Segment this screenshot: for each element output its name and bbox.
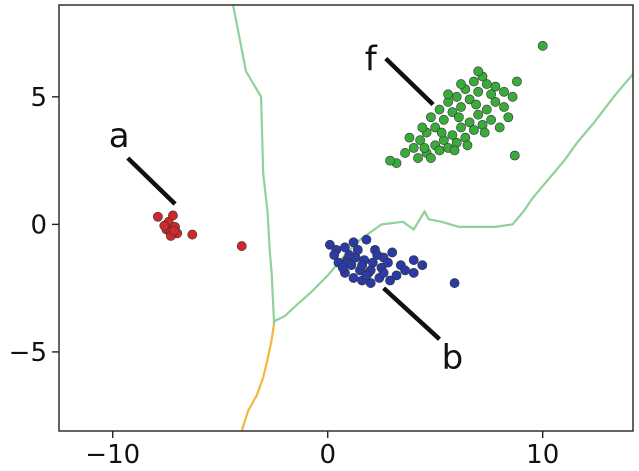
data-point-f xyxy=(426,112,436,123)
x-tick-label: −10 xyxy=(85,440,140,470)
data-point-b xyxy=(372,250,383,260)
data-point-b xyxy=(408,255,419,265)
data-point-f xyxy=(499,86,509,97)
plot-frame xyxy=(58,4,634,432)
data-point-f xyxy=(507,91,518,102)
data-point-f xyxy=(479,127,490,138)
annotation-label-f: f xyxy=(365,40,378,80)
data-point-f xyxy=(447,130,458,140)
data-point-f xyxy=(426,153,436,163)
y-tick-label: −5 xyxy=(9,338,47,368)
data-point-f xyxy=(456,79,466,89)
data-point-f xyxy=(512,76,522,87)
data-point-f xyxy=(473,86,484,97)
data-point-f xyxy=(436,127,447,138)
data-point-a xyxy=(187,229,198,240)
data-point-f xyxy=(419,142,430,153)
data-point-f xyxy=(456,102,466,112)
annotation-pointer-a xyxy=(126,156,177,206)
data-point-f xyxy=(494,122,505,133)
y-tick-label: 0 xyxy=(30,210,47,240)
data-point-f xyxy=(438,114,449,125)
data-point-f xyxy=(443,89,454,100)
data-point-b xyxy=(378,267,389,278)
data-point-f xyxy=(404,132,415,143)
data-point-b xyxy=(324,239,335,250)
annotation-pointer-b xyxy=(382,286,442,341)
data-point-f xyxy=(469,76,479,87)
data-point-b xyxy=(417,260,428,271)
data-point-f xyxy=(453,112,464,123)
data-point-f xyxy=(408,142,419,153)
data-point-f xyxy=(462,140,473,151)
data-point-b xyxy=(383,257,393,268)
data-point-f xyxy=(434,145,445,156)
data-point-b xyxy=(346,260,357,271)
data-point-f xyxy=(537,40,548,51)
data-point-f xyxy=(471,99,481,110)
data-point-f xyxy=(490,97,501,107)
data-point-f xyxy=(473,66,484,77)
data-point-b xyxy=(340,242,350,253)
data-point-f xyxy=(385,155,395,166)
data-point-f xyxy=(413,153,423,163)
data-point-f xyxy=(415,135,426,146)
x-tick-label: 10 xyxy=(526,440,559,470)
cluster-b xyxy=(324,234,460,341)
x-tick-label: 0 xyxy=(319,440,336,470)
data-point-a xyxy=(169,225,179,236)
plot-content xyxy=(126,5,633,431)
data-point-f xyxy=(481,104,492,115)
data-point-b xyxy=(391,270,402,281)
data-point-f xyxy=(449,145,460,156)
data-point-f xyxy=(490,81,501,92)
data-point-b xyxy=(329,250,340,260)
data-point-a xyxy=(159,220,170,231)
data-point-f xyxy=(499,102,509,112)
data-point-f xyxy=(486,114,497,125)
decision-boundary-0 xyxy=(232,5,633,324)
annotation-label-b: b xyxy=(442,338,464,378)
data-point-f xyxy=(486,89,497,100)
data-point-b xyxy=(337,262,348,273)
decision-boundary-1 xyxy=(240,323,276,431)
data-point-b xyxy=(361,270,372,281)
data-point-f xyxy=(400,148,411,158)
annotation-label-a: a xyxy=(109,116,130,156)
data-point-b xyxy=(348,237,359,248)
data-point-f xyxy=(451,91,462,102)
annotation-pointer-f xyxy=(384,56,435,107)
data-point-b xyxy=(449,278,460,288)
data-point-f xyxy=(473,109,484,120)
data-point-f xyxy=(434,104,445,115)
data-point-b xyxy=(385,275,395,286)
data-point-f xyxy=(417,122,428,133)
data-point-f xyxy=(447,107,458,118)
data-point-b xyxy=(357,260,368,271)
data-point-b xyxy=(344,250,355,260)
data-point-f xyxy=(469,125,479,135)
cluster-f xyxy=(384,40,548,169)
data-point-a xyxy=(236,241,247,251)
data-point-a xyxy=(168,210,178,221)
data-point-b xyxy=(352,244,363,255)
data-point-b xyxy=(387,247,398,258)
data-point-a xyxy=(152,211,163,222)
data-point-f xyxy=(509,150,520,161)
data-point-b xyxy=(348,273,359,283)
data-point-b xyxy=(361,234,372,245)
data-point-f xyxy=(430,122,441,133)
data-point-f xyxy=(456,122,466,133)
data-point-f xyxy=(503,112,514,123)
data-point-f xyxy=(464,94,475,105)
data-point-f xyxy=(464,117,475,128)
data-point-b xyxy=(400,265,411,276)
cluster-a xyxy=(126,156,247,251)
data-point-b xyxy=(408,267,419,278)
plot-area xyxy=(59,5,633,431)
y-tick-label: 5 xyxy=(30,83,47,113)
